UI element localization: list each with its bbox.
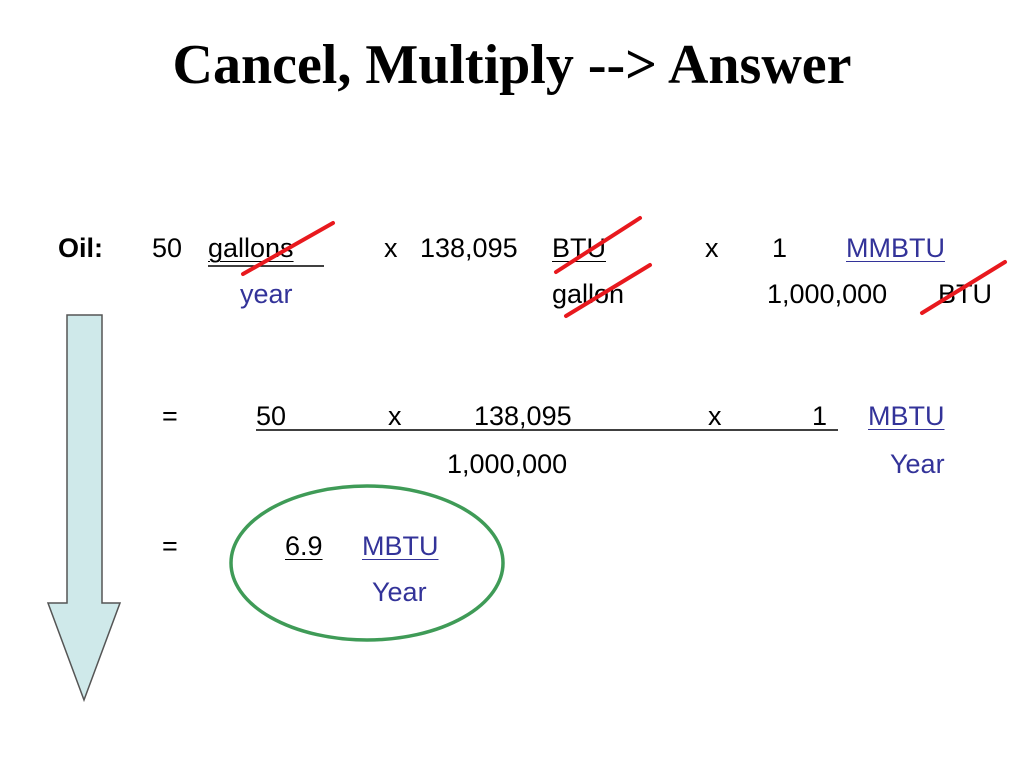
times-sign-2: x	[705, 233, 719, 263]
strike-mark-icon	[564, 263, 652, 318]
strike-mark-icon	[920, 260, 1007, 315]
unit-gallons: gallons	[208, 233, 294, 263]
result-value: 6.9	[285, 531, 323, 561]
unit-mbtu-row2: MBTU	[868, 401, 945, 431]
denominator-million: 1,000,000	[447, 449, 568, 479]
slide-title: Cancel, Multiply --> Answer	[172, 34, 852, 96]
down-arrow-icon	[46, 314, 122, 703]
numerator-1: 1	[812, 401, 828, 431]
unit-mbtu-result: MBTU	[362, 531, 439, 561]
unit-mmbtu: MMBTU	[846, 233, 945, 263]
factor-btu-per-gallon: 138,095	[420, 233, 518, 263]
numerator-138095: 138,095	[474, 401, 572, 431]
oil-label: Oil:	[58, 233, 103, 263]
times-sign-3: x	[388, 401, 402, 431]
unit-btu-denominator: BTU	[938, 279, 992, 309]
unit-year-row2: Year	[890, 449, 945, 479]
quantity-value: 50	[152, 233, 183, 263]
numerator-50: 50	[256, 401, 287, 431]
unit-year: year	[240, 279, 293, 309]
answer-circle-icon	[229, 484, 505, 642]
times-sign-4: x	[708, 401, 722, 431]
strike-mark-icon	[241, 221, 335, 276]
unit-year-result: Year	[372, 577, 427, 607]
strike-mark-icon	[554, 216, 642, 274]
times-sign-1: x	[384, 233, 398, 263]
factor-million: 1,000,000	[767, 279, 888, 309]
equals-sign-2: =	[162, 531, 178, 561]
factor-one: 1	[772, 233, 788, 263]
equals-sign-1: =	[162, 401, 178, 431]
